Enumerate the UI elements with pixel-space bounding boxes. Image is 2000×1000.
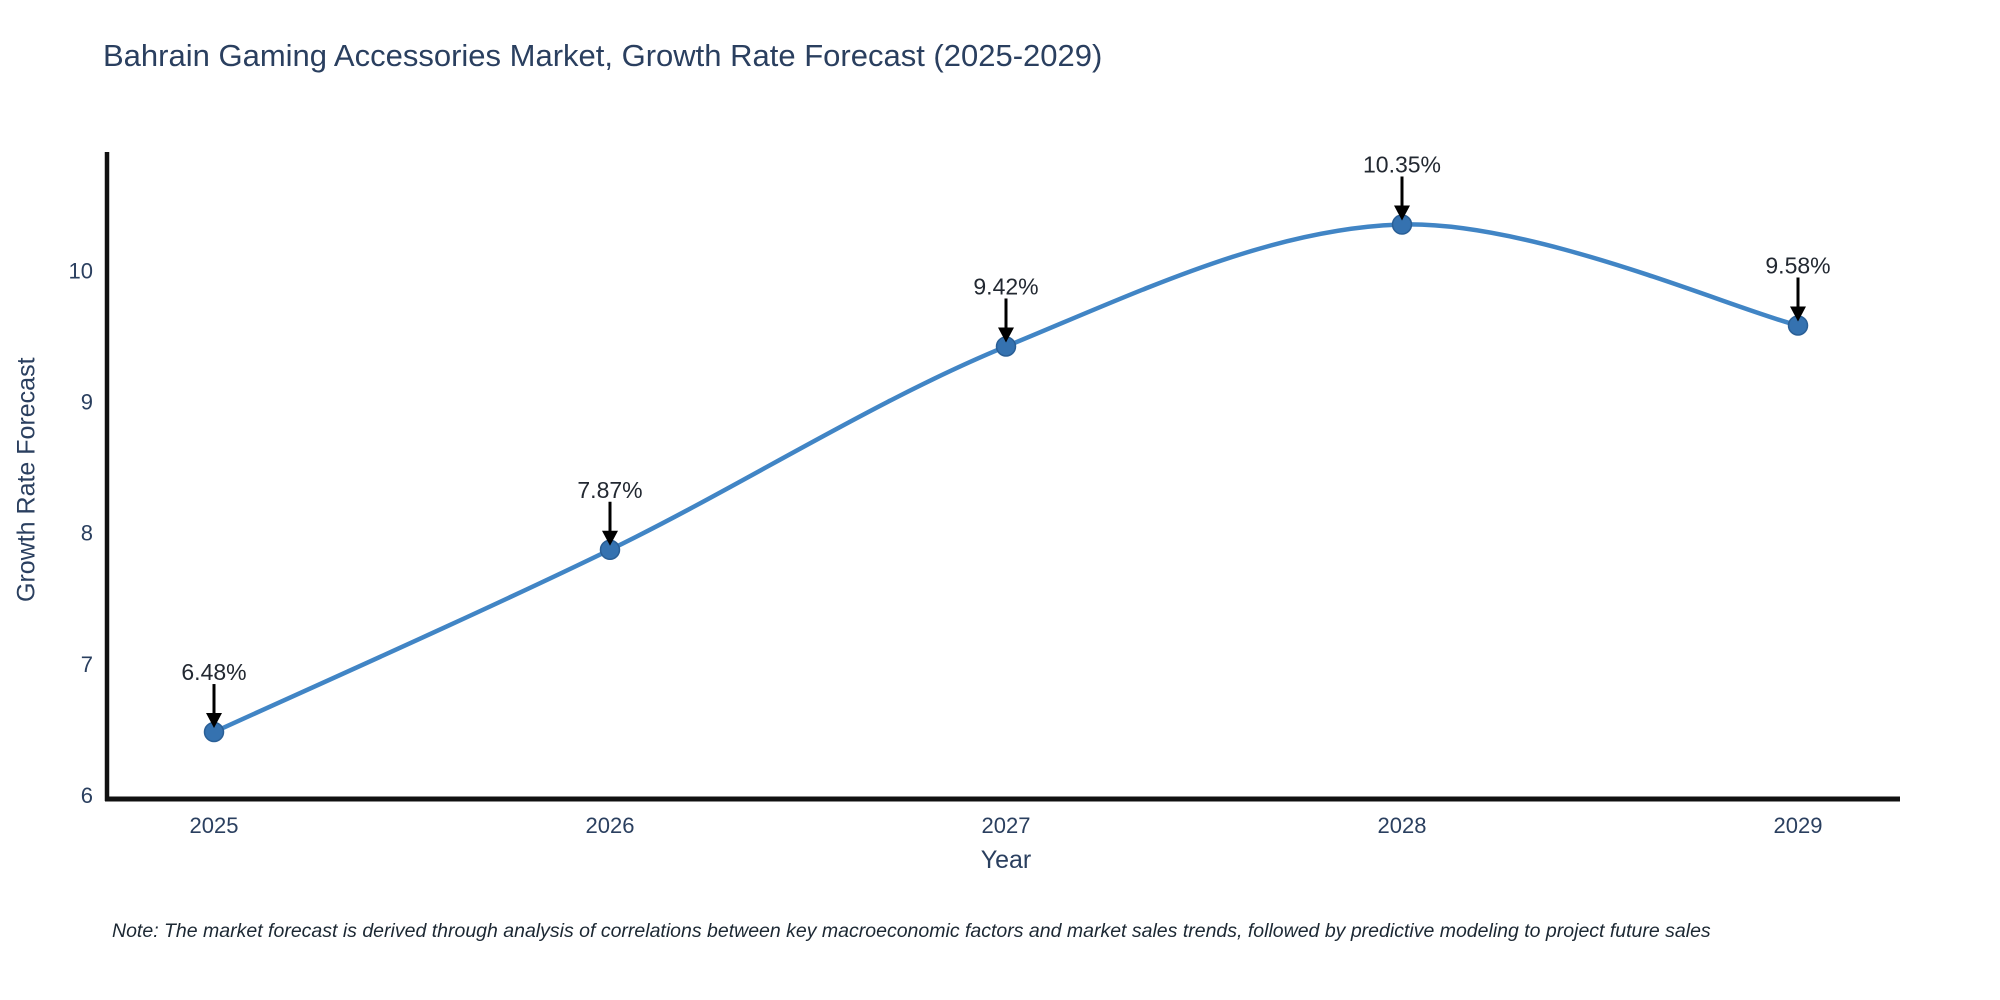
x-tick-label: 2025 — [190, 813, 239, 838]
x-tick-label: 2026 — [586, 813, 635, 838]
data-point-annotation: 10.35% — [1363, 152, 1441, 178]
data-point-annotation: 9.42% — [973, 273, 1038, 299]
annotation-arrow-head — [998, 327, 1014, 343]
y-tick-label: 6 — [81, 783, 93, 808]
annotation-arrow-head — [1394, 205, 1410, 221]
chart-title: Bahrain Gaming Accessories Market, Growt… — [103, 38, 1103, 73]
y-tick-label: 10 — [69, 258, 93, 283]
x-tick-label: 2027 — [982, 813, 1031, 838]
annotation-arrow-head — [602, 530, 618, 546]
y-tick-label: 7 — [81, 652, 93, 677]
x-axis-title: Year — [980, 846, 1032, 874]
x-tick-label: 2028 — [1378, 813, 1427, 838]
y-tick-label: 8 — [81, 521, 93, 546]
data-point-annotation: 7.87% — [577, 477, 642, 503]
annotation-arrow-head — [1790, 306, 1806, 322]
y-tick-label: 9 — [81, 390, 93, 415]
data-point-annotation: 9.58% — [1765, 252, 1830, 278]
annotation-arrow-head — [206, 713, 222, 729]
data-point-annotation: 6.48% — [181, 659, 246, 685]
footnote: Note: The market forecast is derived thr… — [112, 920, 1711, 942]
x-tick-label: 2029 — [1774, 813, 1823, 838]
